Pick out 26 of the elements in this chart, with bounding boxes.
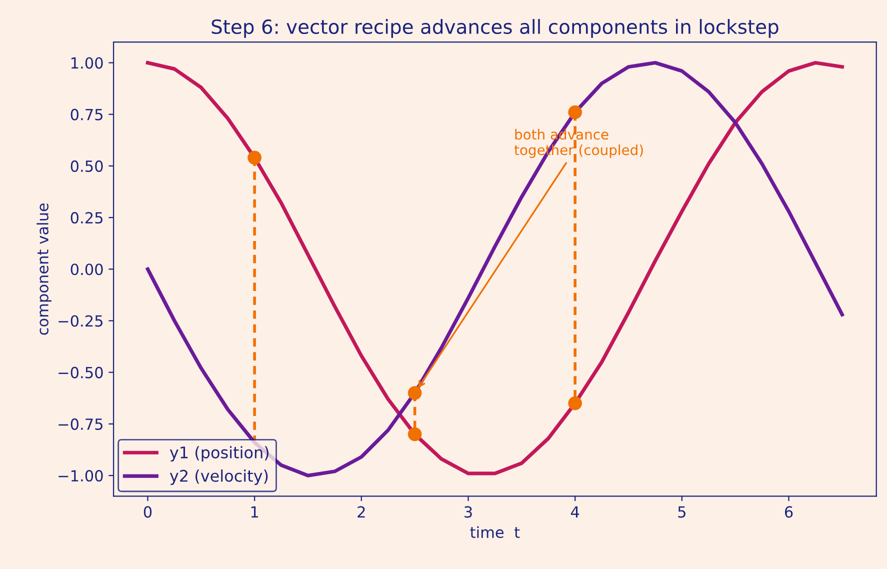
- point: [408, 386, 422, 400]
- point: [408, 427, 422, 442]
- x-tick-label: 1: [251, 506, 258, 518]
- x-tick-label: 6: [784, 506, 793, 518]
- x-tick-label: 4: [570, 506, 580, 518]
- legend-label: y2 (velocity): [170, 470, 268, 485]
- x-axis-title: time t: [470, 526, 520, 538]
- y-tick-label: 0.00: [70, 264, 103, 276]
- point: [568, 396, 582, 410]
- legend-label: y1 (position): [170, 446, 268, 462]
- y-tick-label: −0.25: [58, 315, 102, 327]
- point: [568, 105, 582, 120]
- y-tick-label: 0.25: [70, 212, 102, 224]
- x-tick-label: 0: [144, 506, 152, 518]
- x-tick-label: 5: [678, 506, 686, 518]
- y-tick-label: 1.00: [71, 57, 103, 69]
- y-tick-label: −1.00: [58, 470, 103, 482]
- x-tick-label: 2: [358, 506, 365, 518]
- y-tick-label: −0.75: [58, 418, 102, 430]
- y-tick-label: 0.75: [70, 108, 102, 120]
- y-axis-title: component value: [36, 203, 52, 335]
- y-tick-label: 0.50: [70, 160, 103, 172]
- point: [248, 150, 262, 165]
- chart-title: Step 6: vector recipe advances all components in lockstep: [212, 19, 778, 38]
- x-tick-label: 3: [464, 506, 472, 518]
- y-tick-label: −0.50: [58, 366, 103, 378]
